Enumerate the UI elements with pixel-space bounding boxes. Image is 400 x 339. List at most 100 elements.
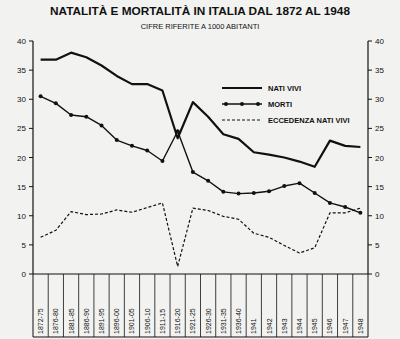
x-tick-label: 1872-75	[37, 308, 44, 334]
y2-tick	[368, 70, 372, 71]
x-tick-label: 1891-95	[98, 308, 105, 334]
y2-tick-label: 35	[375, 66, 384, 75]
y2-tick	[368, 128, 372, 129]
x-tick-label: 1896-00	[113, 308, 120, 334]
x-tick-label: 1906-10	[144, 308, 151, 334]
x-cell-divider	[48, 274, 49, 337]
x-tick-label: 1936-40	[235, 308, 242, 334]
x-tick-label: 1881-85	[68, 308, 75, 334]
x-tick-label: 1916-20	[174, 308, 181, 334]
x-cell-divider	[139, 274, 140, 337]
x-cell-divider	[78, 274, 79, 337]
chart: NATALITÀ E MORTALITÀ IN ITALIA DAL 1872 …	[0, 0, 400, 339]
y2-tick-label: 0	[375, 270, 380, 279]
y-tick	[29, 244, 33, 245]
series-marker	[252, 191, 256, 195]
legend-marker	[240, 102, 244, 106]
legend-swatch	[222, 87, 262, 89]
y2-tick	[368, 41, 372, 42]
x-cell-divider	[124, 274, 125, 337]
series-marker	[358, 211, 362, 215]
x-tick-label: 1942	[266, 318, 273, 334]
x-tick-label: 1901-05	[128, 308, 135, 334]
y2-tick	[368, 215, 372, 216]
y-tick	[29, 274, 33, 275]
x-cell-divider	[215, 274, 216, 337]
y2-tick-label: 25	[375, 124, 384, 133]
series-marker	[328, 201, 332, 205]
series-marker	[130, 144, 134, 148]
x-cell-divider	[170, 274, 171, 337]
y-tick-label: 25	[17, 124, 26, 133]
y2-tick-label: 40	[375, 37, 384, 46]
series-line	[41, 53, 361, 167]
y-tick-label: 30	[17, 95, 26, 104]
y-tick	[29, 157, 33, 158]
x-tick-label: 1944	[296, 318, 303, 334]
series-marker	[115, 138, 119, 142]
x-cell-divider	[352, 274, 353, 337]
series-line	[41, 96, 361, 213]
x-cell-divider	[307, 274, 308, 337]
y2-tick-label: 20	[375, 154, 384, 163]
y2-tick	[368, 244, 372, 245]
x-label-box	[368, 274, 369, 337]
series-marker	[54, 101, 58, 105]
y-tick-label: 15	[17, 183, 26, 192]
x-tick-label: 1943	[281, 318, 288, 334]
x-cell-divider	[200, 274, 201, 337]
legend-marker	[224, 102, 228, 106]
series-marker	[221, 190, 225, 194]
legend-swatch	[222, 119, 262, 120]
x-tick-label: 1921-25	[189, 308, 196, 334]
x-cell-divider	[276, 274, 277, 337]
subtitle: CIFRE RIFERITE A 1000 ABITANTI	[141, 22, 260, 31]
x-tick-label: 1945	[311, 318, 318, 334]
x-cell-divider	[291, 274, 292, 337]
series-marker	[39, 94, 43, 98]
x-tick-label: 1931-35	[220, 308, 227, 334]
series-marker	[267, 189, 271, 193]
x-tick-label: 1947	[342, 318, 349, 334]
y-tick-label: 40	[17, 37, 26, 46]
x-tick-label: 1941	[250, 318, 257, 334]
x-cell-divider	[63, 274, 64, 337]
series-marker	[343, 205, 347, 209]
x-tick-label: 1926-30	[205, 308, 212, 334]
plot-data	[39, 53, 363, 267]
y-tick-label: 20	[17, 154, 26, 163]
series-marker	[69, 113, 73, 117]
x-tick-label: 1911-15	[159, 309, 166, 334]
y-tick-label: 35	[17, 66, 26, 75]
x-cell-divider	[93, 274, 94, 337]
y-tick	[29, 99, 33, 100]
series-marker	[176, 129, 180, 133]
y-tick	[29, 70, 33, 71]
x-cell-divider	[322, 274, 323, 337]
y2-tick	[368, 157, 372, 158]
y-tick	[29, 215, 33, 216]
x-tick-label: 1946	[326, 318, 333, 334]
series-marker	[191, 170, 195, 174]
series-marker	[145, 149, 149, 153]
background	[0, 0, 400, 339]
series-marker	[297, 181, 301, 185]
title: NATALITÀ E MORTALITÀ IN ITALIA DAL 1872 …	[50, 5, 351, 17]
y2-tick-label: 30	[375, 95, 384, 104]
y2-tick-label: 15	[375, 183, 384, 192]
series-marker	[100, 123, 104, 127]
x-tick-label: 1886-90	[83, 308, 90, 334]
y2-tick-label: 5	[375, 241, 380, 250]
y2-tick	[368, 274, 372, 275]
series-marker	[84, 115, 88, 119]
x-cell-divider	[185, 274, 186, 337]
series-line	[41, 203, 361, 266]
x-tick-label: 1948	[357, 318, 364, 334]
legend-label: MORTI	[268, 100, 292, 109]
x-cell-divider	[337, 274, 338, 337]
series-marker	[160, 159, 164, 163]
x-cell-divider	[109, 274, 110, 337]
series-marker	[313, 191, 317, 195]
y-tick-label: 5	[22, 241, 27, 250]
x-label-box	[33, 274, 34, 337]
